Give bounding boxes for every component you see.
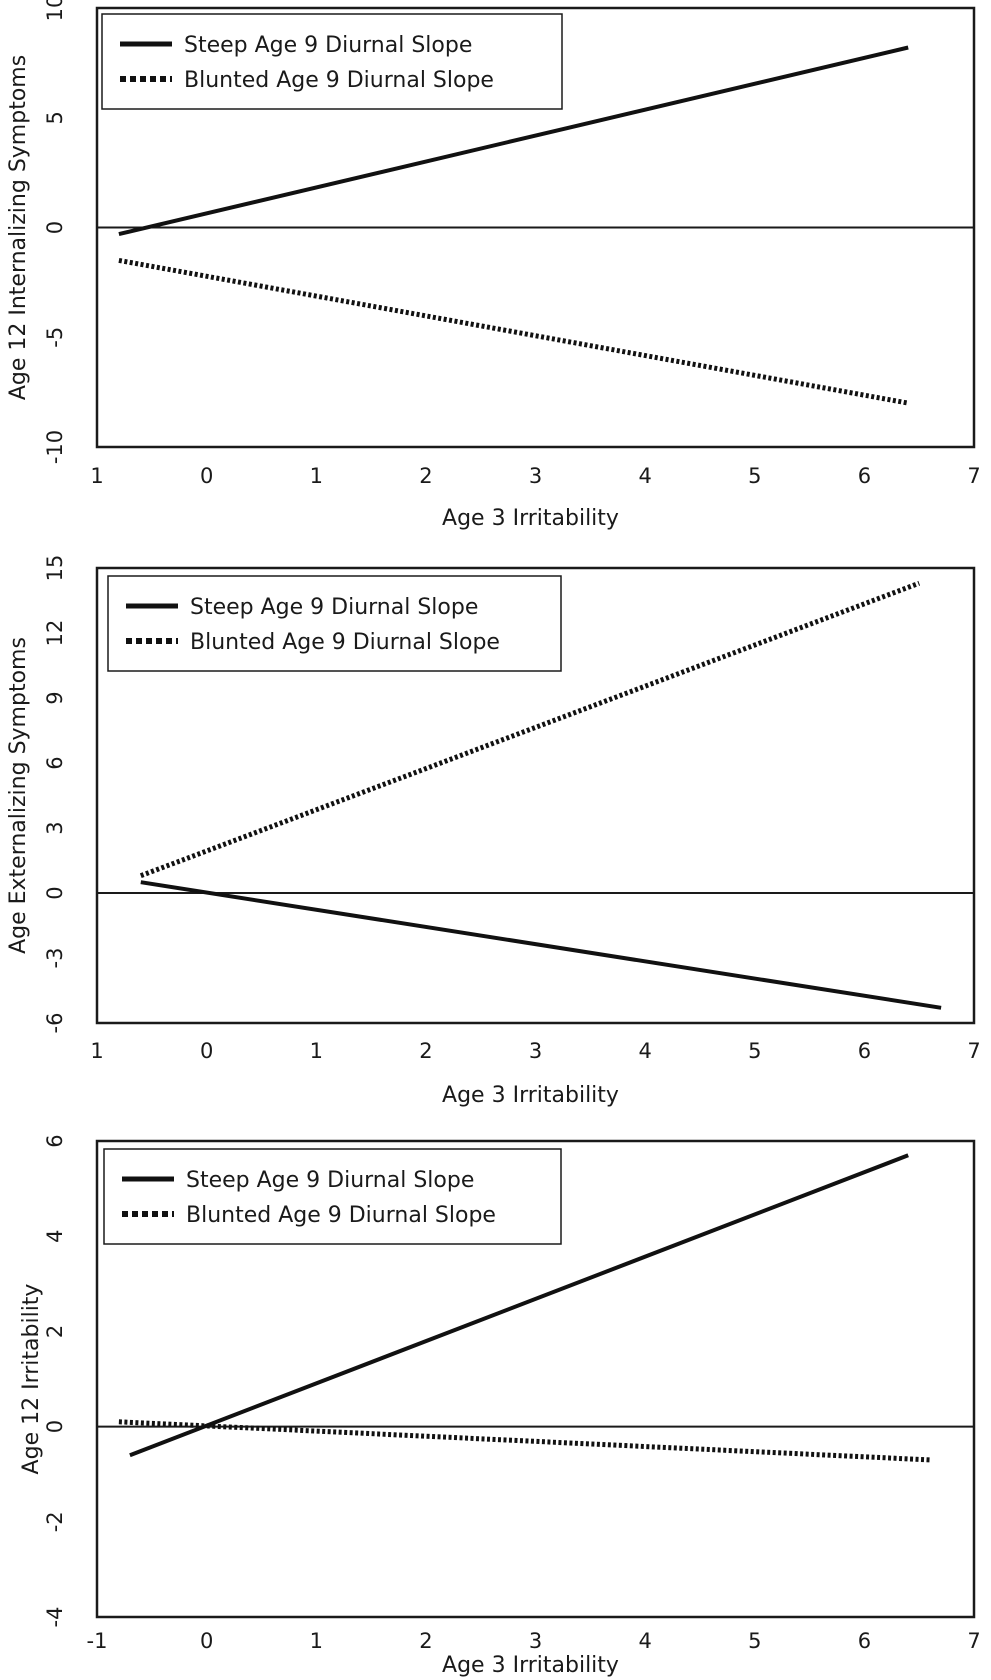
x-tick-label: 4 xyxy=(638,1629,651,1653)
x-tick-label: 1 xyxy=(310,1039,323,1063)
legend-box xyxy=(103,1148,562,1245)
x-tick-label: 2 xyxy=(419,1039,432,1063)
y-tick-label: -10 xyxy=(43,430,67,464)
x-tick-label: 4 xyxy=(638,464,651,488)
legend-label: Steep Age 9 Diurnal Slope xyxy=(190,595,478,620)
x-tick-label: 6 xyxy=(858,1039,871,1063)
x-tick-label: 1 xyxy=(90,1039,103,1063)
x-tick-label: 0 xyxy=(200,1629,213,1653)
y-tick-label: 6 xyxy=(43,1134,67,1147)
x-tick-label: 7 xyxy=(967,1039,980,1063)
y-tick-label: 10 xyxy=(43,0,67,21)
y-tick-label: -6 xyxy=(43,1013,67,1034)
x-tick-label: 3 xyxy=(529,1629,542,1653)
y-tick-label: 2 xyxy=(43,1325,67,1338)
x-tick-label: 2 xyxy=(419,1629,432,1653)
x-tick-label: 1 xyxy=(310,1629,323,1653)
y-tick-label: 6 xyxy=(43,756,67,769)
y-tick-label: 3 xyxy=(43,821,67,834)
x-tick-label: 7 xyxy=(967,464,980,488)
y-tick-label: -2 xyxy=(43,1511,67,1532)
series-line-blunted xyxy=(118,257,909,406)
y-tick-label: -5 xyxy=(43,327,67,348)
x-axis-title: Age 3 Irritability xyxy=(442,1083,619,1108)
legend: Steep Age 9 Diurnal Slope Blunted Age 9 D… xyxy=(103,1148,562,1245)
x-tick-label: 6 xyxy=(858,464,871,488)
y-tick-label: -3 xyxy=(43,948,67,969)
y-tick-label: 0 xyxy=(43,221,67,234)
x-tick-label: 5 xyxy=(748,464,761,488)
series-line-blunted xyxy=(118,1419,931,1463)
x-tick-label: 0 xyxy=(200,464,213,488)
y-tick-label: -4 xyxy=(43,1607,67,1628)
x-tick-label: 1 xyxy=(310,464,323,488)
x-tick-label: 5 xyxy=(748,1039,761,1063)
y-tick-label: 0 xyxy=(43,886,67,899)
x-tick-label: 1 xyxy=(90,464,103,488)
x-tick-label: 2 xyxy=(419,464,432,488)
legend: Steep Age 9 Diurnal Slope Blunted Age 9 D… xyxy=(101,13,563,110)
x-tick-label: 3 xyxy=(529,464,542,488)
legend: Steep Age 9 Diurnal Slope Blunted Age 9 D… xyxy=(107,575,562,672)
y-axis-title: Age Externalizing Symptoms xyxy=(6,637,31,954)
x-tick-label: 3 xyxy=(529,1039,542,1063)
x-tick-label: 6 xyxy=(858,1629,871,1653)
legend-label: Blunted Age 9 Diurnal Slope xyxy=(190,630,500,655)
y-tick-label: 5 xyxy=(43,111,67,124)
legend-label: Steep Age 9 Diurnal Slope xyxy=(184,33,472,58)
y-tick-label: 12 xyxy=(43,620,67,647)
series-line-steep xyxy=(129,1153,909,1458)
x-tick-label: 0 xyxy=(200,1039,213,1063)
plot-frame xyxy=(95,1139,976,1619)
y-axis-title: Age 12 Internalizing Symptoms xyxy=(6,55,31,400)
legend-box xyxy=(107,575,562,672)
series-line-steep xyxy=(118,45,909,237)
x-tick-label: 4 xyxy=(638,1039,651,1063)
x-tick-label: 7 xyxy=(967,1629,980,1653)
legend-label: Steep Age 9 Diurnal Slope xyxy=(186,1168,474,1193)
legend-box xyxy=(101,13,563,110)
series-line-blunted xyxy=(139,580,921,879)
x-tick-label: -1 xyxy=(87,1629,108,1653)
series-line-steep xyxy=(140,880,942,1010)
x-axis-title: Age 3 Irritability xyxy=(442,1653,619,1678)
y-tick-label: 0 xyxy=(43,1420,67,1433)
x-tick-label: 5 xyxy=(748,1629,761,1653)
legend-label: Blunted Age 9 Diurnal Slope xyxy=(186,1203,496,1228)
plot-frame xyxy=(95,566,976,1025)
y-axis-title: Age 12 Irritability xyxy=(19,1284,44,1475)
y-tick-label: 15 xyxy=(43,555,67,582)
legend-label: Blunted Age 9 Diurnal Slope xyxy=(184,68,494,93)
x-axis-title: Age 3 Irritability xyxy=(442,506,619,531)
chart-panel-3: -1 0 1 2 3 4 5 6 7 -4 -2 0 2 4 6 Age 3 Irritability Age … xyxy=(19,1134,981,1678)
y-tick-label: 4 xyxy=(43,1230,67,1243)
y-tick-label: 9 xyxy=(43,691,67,704)
